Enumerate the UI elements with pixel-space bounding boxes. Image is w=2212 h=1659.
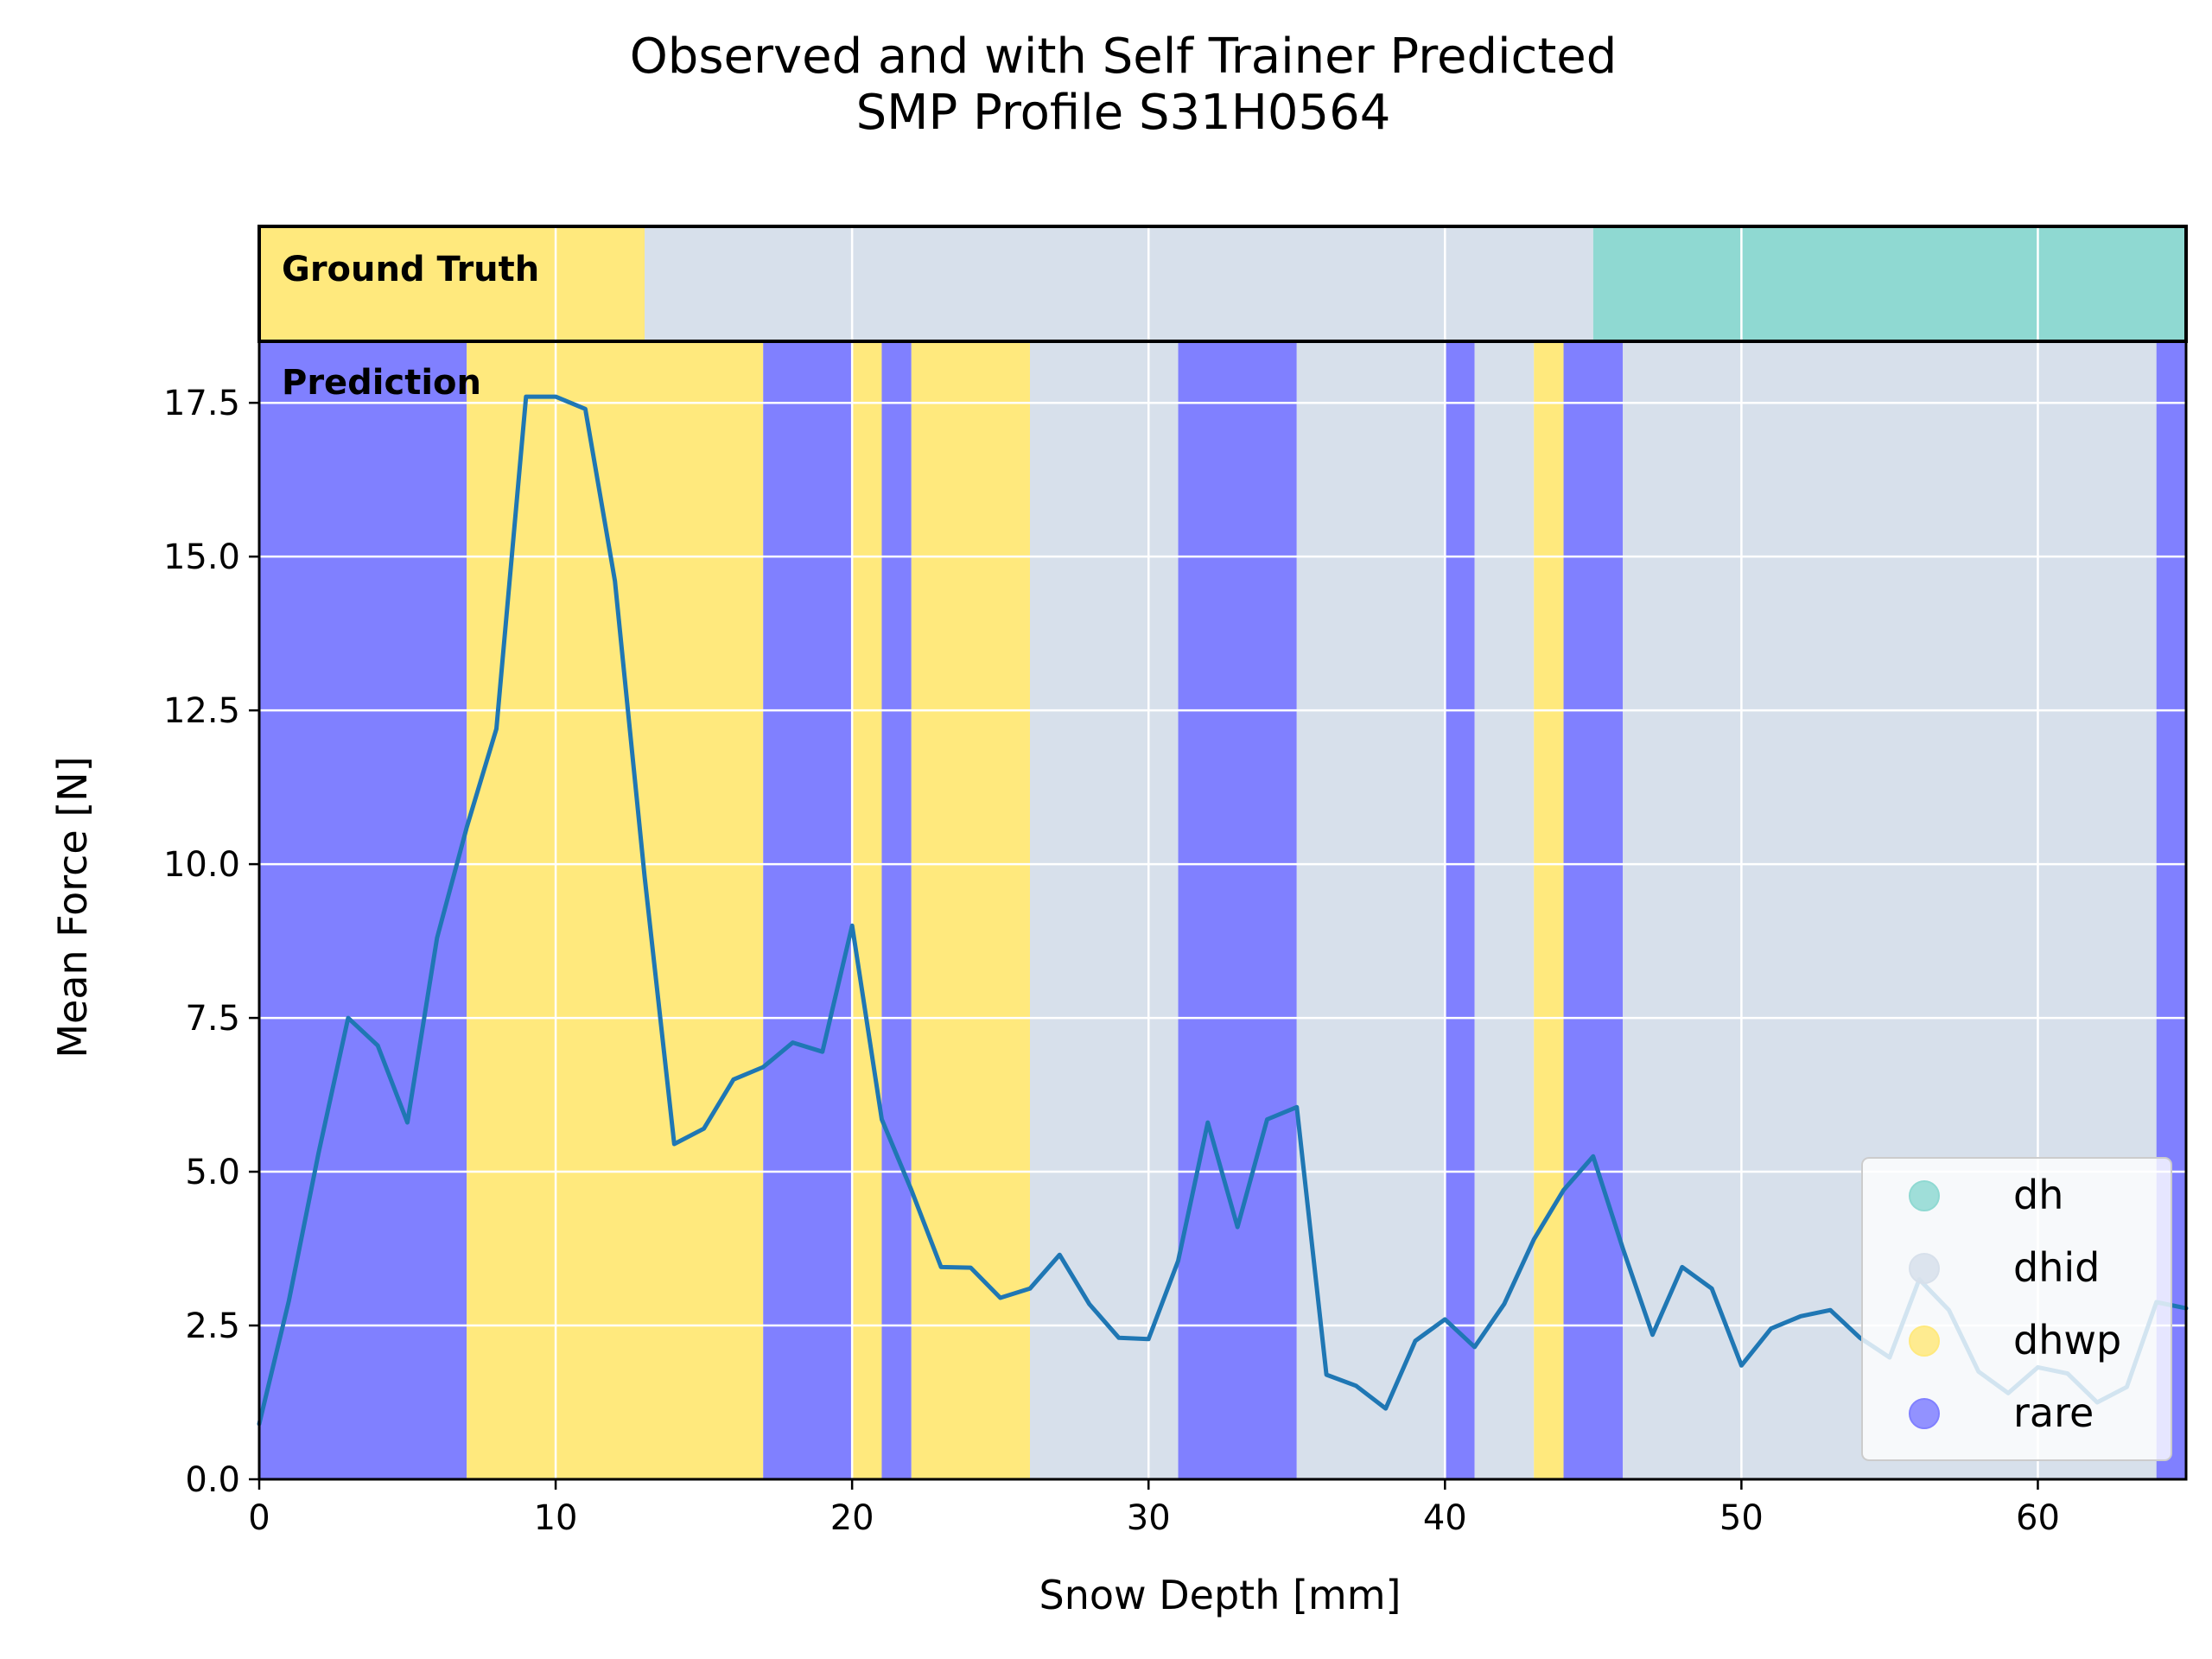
- ground-truth-segment-dh: [1592, 226, 2186, 341]
- tick-marks: 0 10 20 30 40 50 60 0.0 2.5 5.0 7.5 10.0 12.5 15.0 17.…: [163, 384, 2060, 1538]
- ground-truth-label: Ground Truth: [282, 250, 539, 289]
- prediction-segment-dhwp: [467, 341, 764, 1479]
- legend-label-dhwp: dhwp: [2013, 1317, 2121, 1363]
- y-tick-label: 0.0: [185, 1460, 240, 1500]
- prediction-segment-rare: [763, 341, 853, 1479]
- y-axis-label: Mean Force [N]: [49, 756, 96, 1058]
- y-tick-label: 2.5: [185, 1306, 240, 1346]
- y-tick-label: 10.0: [163, 845, 240, 885]
- plot-frame: [257, 340, 2188, 1481]
- x-tick-label: 60: [2016, 1498, 2060, 1538]
- prediction-segment-dhwp: [911, 341, 1030, 1479]
- legend-label-dh: dh: [2013, 1172, 2063, 1218]
- legend-box: [1861, 1157, 2172, 1461]
- legend: dh dhid dhwp rare: [1861, 1157, 2172, 1461]
- chart-title-line: SMP Profile S31H0564: [856, 85, 1391, 141]
- x-axis-label: Snow Depth [mm]: [1039, 1572, 1402, 1618]
- chart-title: Observed and with Self Trainer Predicted…: [630, 29, 1618, 141]
- legend-marker-dhid: [1909, 1253, 1940, 1284]
- prediction-segment-rare: [259, 341, 467, 1479]
- prediction-segment-rare: [1563, 341, 1624, 1479]
- prediction-segment-rare: [1178, 341, 1297, 1479]
- prediction-segment-rare: [1445, 341, 1475, 1479]
- prediction-segment-rare: [881, 341, 912, 1479]
- prediction-segment-dhid: [1474, 341, 1535, 1479]
- y-tick-label: 12.5: [163, 691, 240, 731]
- y-tick-label: 7.5: [185, 999, 240, 1039]
- chart-title-line: Observed and with Self Trainer Predicted: [630, 29, 1618, 85]
- prediction-panel: [259, 341, 2186, 1479]
- x-tick-label: 0: [248, 1498, 270, 1538]
- ground-truth-segment-dhwp: [259, 226, 645, 341]
- legend-marker-rare: [1909, 1398, 1940, 1429]
- legend-marker-dh: [1909, 1180, 1940, 1211]
- prediction-segment-dhwp: [852, 341, 882, 1479]
- prediction-label: Prediction: [282, 363, 481, 403]
- ground-truth-panel: [259, 226, 2186, 341]
- ground-truth-segment-dhid: [645, 226, 1593, 341]
- prediction-segment-dhwp: [1534, 341, 1564, 1479]
- y-tick-label: 15.0: [163, 537, 240, 577]
- y-tick-label: 5.0: [185, 1153, 240, 1192]
- axes: [257, 225, 2188, 1481]
- legend-marker-dhwp: [1909, 1325, 1940, 1357]
- x-tick-label: 40: [1423, 1498, 1467, 1538]
- x-tick-label: 20: [830, 1498, 874, 1538]
- x-tick-label: 50: [1719, 1498, 1764, 1538]
- prediction-segment-dhid: [1296, 341, 1446, 1479]
- legend-label-dhid: dhid: [2013, 1244, 2100, 1291]
- x-tick-label: 30: [1127, 1498, 1171, 1538]
- legend-label-rare: rare: [2013, 1389, 2094, 1436]
- prediction-segment-dhid: [1030, 341, 1179, 1479]
- y-tick-label: 17.5: [163, 384, 240, 423]
- x-tick-label: 10: [534, 1498, 578, 1538]
